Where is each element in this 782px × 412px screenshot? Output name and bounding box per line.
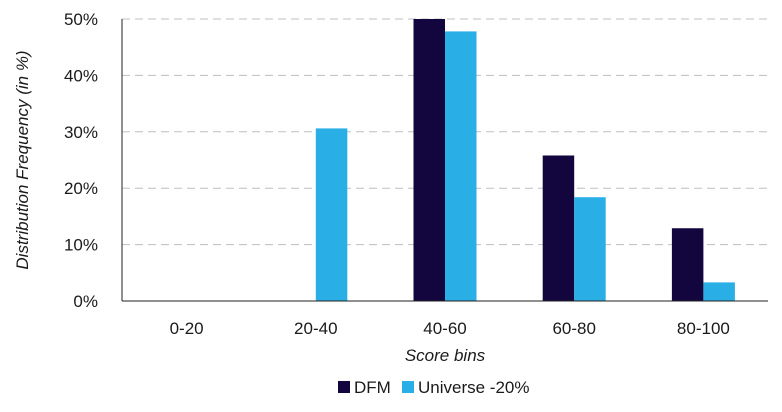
x-tick-label: 80-100 — [677, 319, 730, 338]
x-tick-label: 40-60 — [423, 319, 466, 338]
x-tick-labels: 0-20 20-40 40-60 60-80 80-100 — [170, 319, 730, 338]
bar-universe-20-40 — [315, 128, 348, 301]
bars — [315, 19, 735, 302]
y-tick-labels: 0% 10% 20% 30% 40% 50% — [64, 10, 98, 311]
bar-dfm-60-80 — [542, 155, 575, 301]
y-axis-title: Distribution Frequency (in %) — [13, 50, 32, 269]
y-tick-label: 50% — [64, 10, 98, 29]
bar-dfm-80-100 — [671, 228, 704, 301]
legend-swatch-universe — [402, 381, 414, 393]
bar-dfm-40-60 — [413, 19, 445, 301]
bar-universe-80-100 — [703, 282, 735, 301]
bar-universe-40-60 — [445, 31, 477, 302]
legend-swatch-dfm — [338, 381, 350, 393]
legend-label-universe: Universe -20% — [418, 378, 530, 397]
x-tick-label: 0-20 — [170, 319, 204, 338]
y-tick-label: 0% — [73, 292, 98, 311]
y-tick-label: 20% — [64, 179, 98, 198]
x-tick-label: 20-40 — [294, 319, 337, 338]
legend-label-dfm: DFM — [354, 378, 391, 397]
gridlines — [122, 18, 768, 246]
y-tick-label: 30% — [64, 123, 98, 142]
x-axis-title: Score bins — [405, 346, 486, 365]
bar-universe-60-80 — [574, 197, 606, 301]
legend: DFM Universe -20% — [338, 378, 530, 397]
x-tick-label: 60-80 — [552, 319, 595, 338]
y-tick-label: 10% — [64, 236, 98, 255]
y-tick-label: 40% — [64, 66, 98, 85]
